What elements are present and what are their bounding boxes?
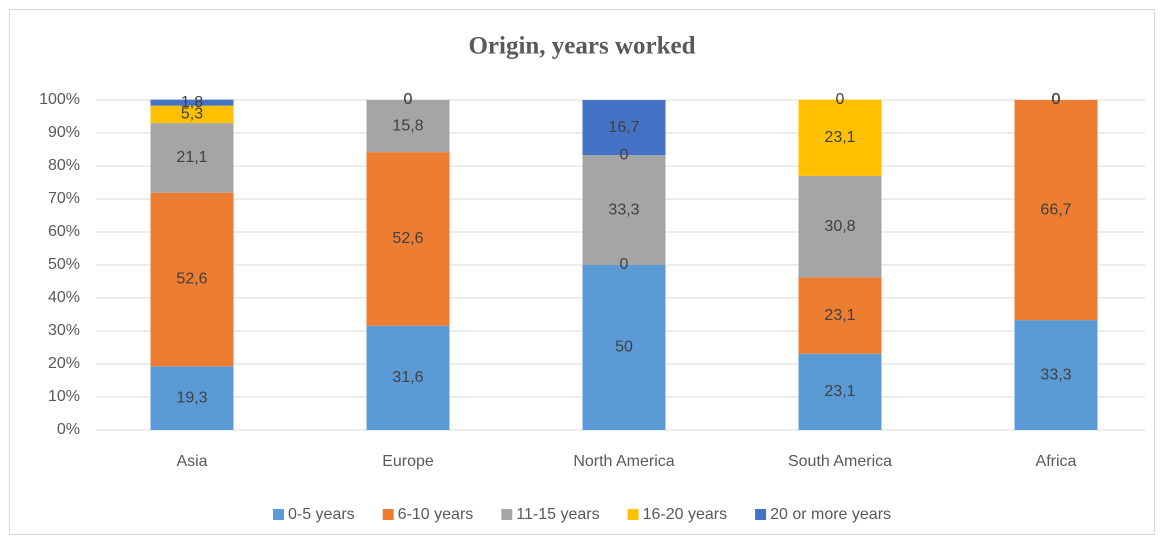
data-label: 23,1 [824, 307, 855, 324]
y-tick-label: 40% [48, 289, 80, 306]
bar-segment [150, 192, 234, 367]
bar-segment [582, 100, 666, 156]
y-tick-label: 10% [48, 388, 80, 405]
bar-segment [1014, 100, 1098, 321]
bar-segment [366, 100, 450, 153]
data-label: 0 [1052, 91, 1061, 108]
data-label: 66,7 [1040, 201, 1071, 218]
x-tick-label: Asia [176, 453, 207, 470]
bar-segment [1014, 320, 1098, 430]
y-tick-label: 70% [48, 190, 80, 207]
legend-label: 6-10 years [398, 506, 474, 523]
data-label: 31,6 [392, 369, 423, 386]
y-tick-label: 0% [57, 421, 80, 438]
data-label: 0 [404, 91, 413, 108]
data-label: 33,3 [608, 201, 639, 218]
data-label: 16,7 [608, 119, 639, 136]
bar-segment [150, 99, 234, 106]
data-label: 0 [836, 91, 845, 108]
data-label: 21,1 [176, 149, 207, 166]
y-tick-label: 90% [48, 124, 80, 141]
bar-segment [366, 325, 450, 430]
y-tick-label: 60% [48, 223, 80, 240]
data-label: 0 [620, 146, 629, 163]
legend-label: 16-20 years [643, 506, 728, 523]
y-tick-label: 30% [48, 322, 80, 339]
y-tick-label: 100% [39, 91, 80, 108]
data-label: 30,8 [824, 218, 855, 235]
data-label: 23,1 [824, 129, 855, 146]
data-label: 1,8 [181, 94, 203, 111]
bar-segment [798, 353, 882, 430]
data-label: 0 [1052, 91, 1061, 108]
data-label: 5,3 [181, 106, 203, 123]
legend-swatch [382, 509, 394, 520]
bar-segment [150, 123, 234, 193]
bar-segment [150, 366, 234, 430]
x-tick-label: South America [788, 453, 892, 470]
bar-segment [366, 152, 450, 326]
bar-segment [798, 277, 882, 354]
x-tick-label: Africa [1036, 453, 1077, 470]
data-label: 0 [404, 91, 413, 108]
data-label: 52,6 [176, 271, 207, 288]
bar-segment [582, 265, 666, 430]
data-label: 0 [1052, 91, 1061, 108]
data-label: 15,8 [392, 117, 423, 134]
bar-segment [798, 175, 882, 278]
data-label: 0 [620, 256, 629, 273]
bar-segment [798, 99, 882, 176]
bar-segment [150, 105, 234, 124]
x-tick-label: Europe [382, 453, 434, 470]
data-label: 50 [615, 339, 633, 356]
data-label: 52,6 [392, 230, 423, 247]
legend-swatch [755, 509, 767, 520]
legend-label: 20 or more years [770, 506, 891, 523]
y-tick-label: 20% [48, 355, 80, 372]
bar-segment [582, 155, 666, 265]
legend-swatch [627, 509, 639, 520]
y-tick-label: 50% [48, 256, 80, 273]
legend-swatch [272, 509, 284, 520]
data-label: 23,1 [824, 383, 855, 400]
legend-label: 0-5 years [288, 506, 355, 523]
x-tick-label: North America [573, 453, 674, 470]
legend-label: 11-15 years [516, 506, 599, 523]
data-label: 19,3 [176, 389, 207, 406]
y-tick-label: 80% [48, 157, 80, 174]
data-label: 33,3 [1040, 366, 1071, 383]
chart-title: Origin, years worked [468, 33, 695, 60]
legend-swatch [501, 509, 513, 520]
